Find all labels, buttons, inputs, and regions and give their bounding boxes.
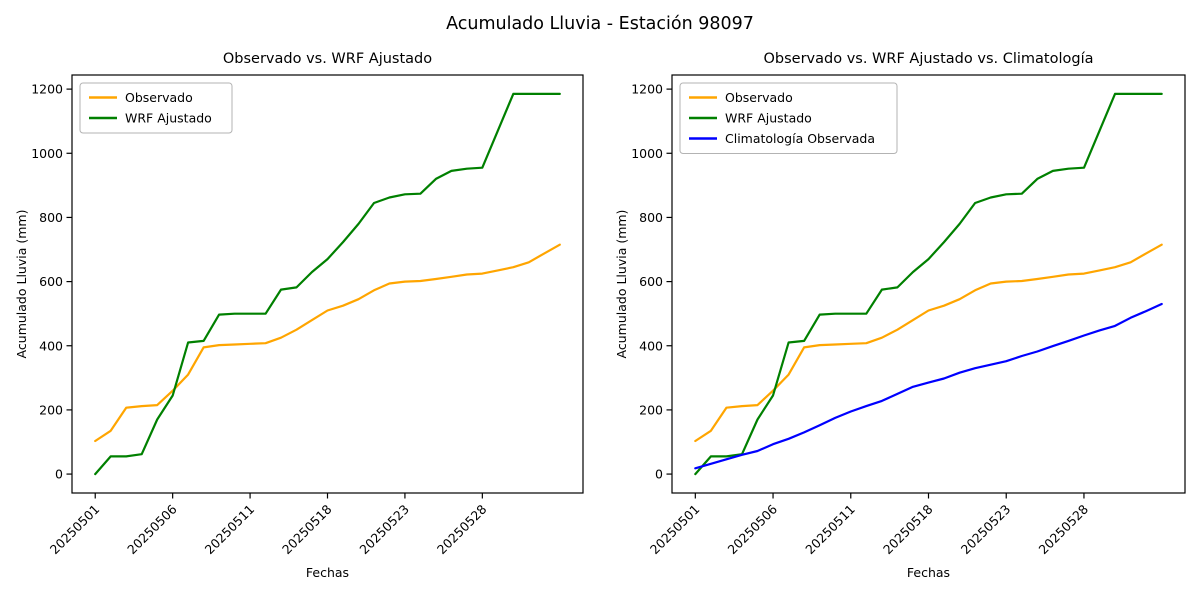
legend-label-wrf-ajustado: WRF Ajustado [125, 111, 212, 126]
y-axis-label: Acumulado Lluvia (mm) [614, 210, 629, 359]
plot-border [71, 74, 584, 494]
y-tick-label: 200 [39, 402, 63, 417]
legend-box [679, 82, 898, 154]
y-tick-label: 1000 [631, 146, 663, 161]
x-tick-label: 20250511 [802, 502, 858, 558]
legend-box [79, 82, 233, 134]
y-tick-label: 800 [639, 210, 663, 225]
legend-label-wrf-ajustado: WRF Ajustado [725, 111, 812, 126]
legend-label-observado: Observado [725, 90, 793, 105]
y-tick-label: 0 [655, 467, 663, 482]
legend: Observado WRF Ajustado [79, 82, 233, 134]
x-tick-label: 20250523 [356, 502, 412, 558]
x-tick-label: 20250501 [47, 502, 103, 558]
x-tick-label: 20250518 [279, 501, 335, 557]
y-tick-label: 200 [639, 402, 663, 417]
x-tick-label: 20250511 [202, 502, 258, 558]
x-tick-label: 20250506 [124, 501, 180, 557]
left-chart: 0 200 400 600 800 1000 1200 20250501 20250506 202… [14, 51, 584, 580]
series-line-observado [94, 243, 561, 443]
y-axis-label: Acumulado Lluvia (mm) [14, 210, 29, 359]
right-chart: 0 200 400 600 800 1000 1200 20250501 20250506 202… [614, 51, 1186, 580]
legend-label-climatologia-observada: Climatología Observada [725, 131, 875, 146]
figure-suptitle: Acumulado Lluvia - Estación 98097 [446, 14, 754, 34]
y-tick-label: 0 [55, 467, 63, 482]
x-tick-label: 20250501 [647, 502, 703, 558]
x-tick-label: 20250523 [958, 502, 1014, 558]
legend-label-observado: Observado [125, 90, 193, 105]
legend: Observado WRF Ajustado Climatología Observ… [679, 82, 898, 154]
series-line-observado [694, 243, 1163, 443]
y-tick-label: 400 [639, 338, 663, 353]
y-tick-label: 1000 [31, 146, 63, 161]
y-tick-label: 1200 [31, 82, 63, 97]
chart-title: Observado vs. WRF Ajustado vs. Climatolo… [764, 51, 1094, 67]
y-tick-label: 600 [39, 274, 63, 289]
series-line-climatologia-observada [694, 302, 1163, 470]
y-tick-label: 400 [39, 338, 63, 353]
x-tick-label: 20250528 [1035, 501, 1091, 557]
y-tick-label: 1200 [631, 82, 663, 97]
series-line-wrf-ajustado [694, 92, 1163, 476]
x-tick-label: 20250528 [434, 501, 490, 557]
x-axis-label: Fechas [907, 565, 950, 580]
x-tick-label: 20250506 [725, 501, 781, 557]
y-tick-label: 800 [39, 210, 63, 225]
x-tick-label: 20250518 [880, 501, 936, 557]
chart-title: Observado vs. WRF Ajustado [223, 51, 432, 67]
y-tick-label: 600 [639, 274, 663, 289]
series-line-wrf-ajustado [94, 92, 561, 476]
x-axis-label: Fechas [306, 565, 349, 580]
